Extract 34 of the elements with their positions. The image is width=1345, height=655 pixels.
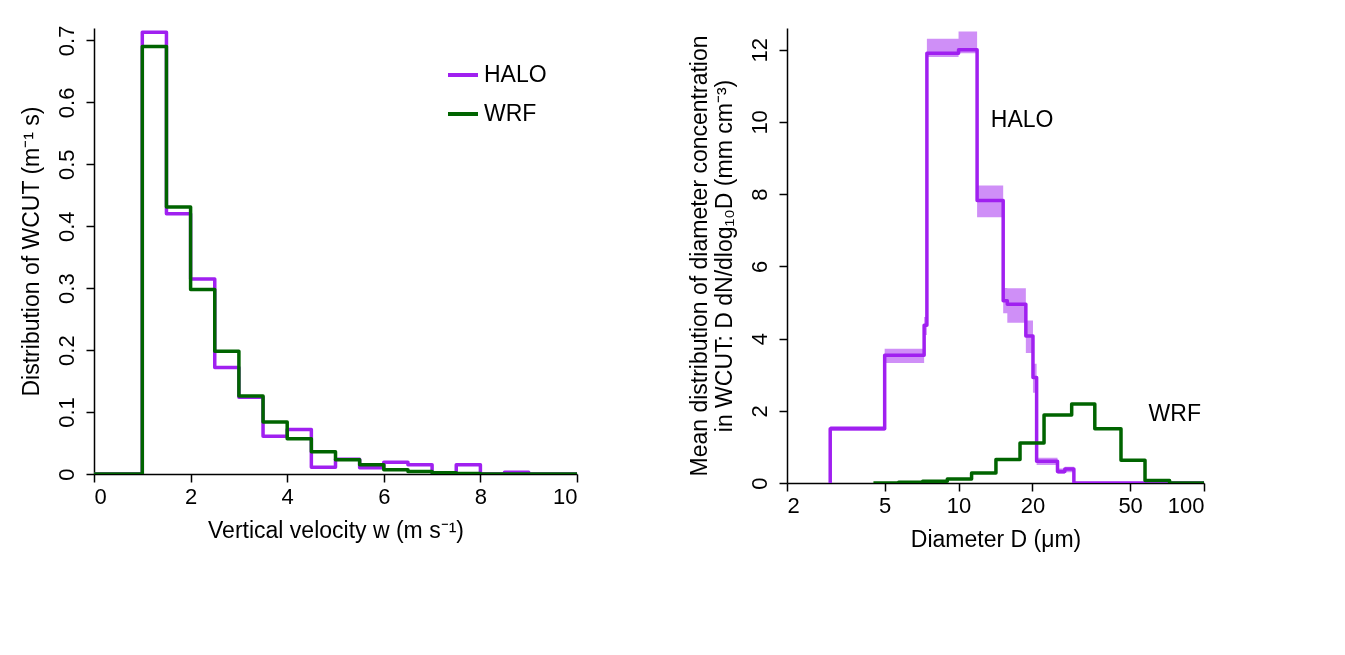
x-tick-label: 5 xyxy=(879,492,892,518)
x-tick-label: 8 xyxy=(474,483,488,509)
y-axis-title: Mean distribution of diameter concentration in WCUT: D dN/dlog₁₀D (mm cm⁻³) xyxy=(685,35,737,477)
y-tick-label: 6 xyxy=(746,260,772,273)
x-tick-label: 20 xyxy=(1020,492,1046,518)
y-tick-label: 0.4 xyxy=(53,211,79,243)
x-tick-label: 2 xyxy=(184,483,198,509)
series-label: WRF xyxy=(1148,399,1201,426)
y-tick-label: 2 xyxy=(746,405,772,418)
x-tick-label: 0 xyxy=(94,483,107,509)
y-tick-label: 0.3 xyxy=(53,273,79,304)
y-tick-label: 0.7 xyxy=(53,25,79,57)
x-tick-label: 2 xyxy=(787,492,800,518)
y-tick-label: 0 xyxy=(53,468,79,481)
legend-label: WRF xyxy=(484,100,537,126)
x-tick-label: 4 xyxy=(281,483,294,509)
y-tick-label: 0.6 xyxy=(53,87,79,119)
y-tick-label: 0.5 xyxy=(53,149,79,181)
y-axis-title: Distribution of WCUT (m⁻¹ s) xyxy=(17,106,44,397)
x-tick-label: 50 xyxy=(1118,492,1143,518)
y-tick-label: 12 xyxy=(746,37,772,63)
x-axis-title: Diameter D (μm) xyxy=(910,525,1082,552)
y-tick-label: 8 xyxy=(746,188,772,201)
x-tick-label: 10 xyxy=(946,492,972,518)
x-tick-label: 10 xyxy=(553,483,578,509)
x-tick-label: 6 xyxy=(378,483,391,509)
legend-label: HALO xyxy=(484,61,547,87)
y-tick-label: 10 xyxy=(746,110,772,135)
x-tick-label: 100 xyxy=(1167,492,1205,518)
y-tick-label: 4 xyxy=(746,332,772,346)
y-tick-label: 0.1 xyxy=(53,397,79,428)
y-tick-label: 0.2 xyxy=(53,335,79,366)
series-label: HALO xyxy=(990,105,1054,132)
x-axis-title: Vertical velocity w (m s⁻¹) xyxy=(208,516,464,543)
